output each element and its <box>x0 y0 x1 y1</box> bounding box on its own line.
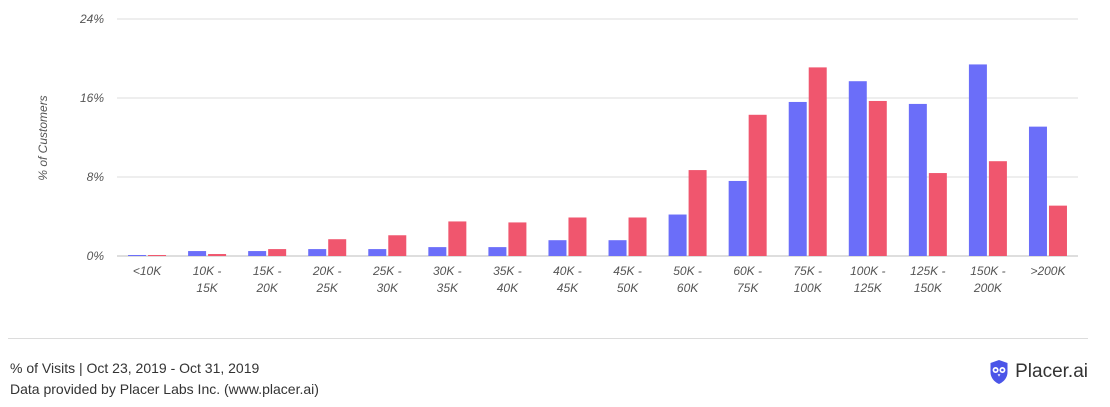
footer-divider <box>8 338 1088 339</box>
bar <box>909 104 927 256</box>
bar <box>989 161 1007 256</box>
x-tick-label: 20K -25K <box>312 264 342 295</box>
y-axis-ticks: 0% 8% 16% 24% <box>79 12 104 263</box>
bar <box>789 102 807 256</box>
bar <box>749 115 767 256</box>
x-tick-label: 60K -75K <box>733 264 762 295</box>
owl-shield-icon <box>989 359 1009 385</box>
x-tick-label: 35K -40K <box>493 264 522 295</box>
bar <box>448 221 466 256</box>
bar <box>128 255 146 256</box>
x-tick-label: 25K -30K <box>372 264 402 295</box>
x-tick-label: >200K <box>1030 264 1066 278</box>
bar <box>188 251 206 256</box>
bar <box>568 217 586 256</box>
x-tick-label: 50K -60K <box>673 264 702 295</box>
bar <box>248 251 266 256</box>
bar <box>929 173 947 256</box>
brand-name: Placer.ai <box>1015 361 1088 383</box>
y-tick-label: 0% <box>87 249 105 263</box>
y-tick-label: 24% <box>79 12 104 26</box>
y-tick-label: 8% <box>87 170 105 184</box>
x-tick-label: 125K -150K <box>910 264 945 295</box>
y-tick-label: 16% <box>80 91 104 105</box>
bar <box>548 240 566 256</box>
bar <box>268 249 286 256</box>
bar <box>208 254 226 256</box>
x-tick-label: 100K -125K <box>850 264 885 295</box>
bars <box>128 64 1067 256</box>
bar <box>869 101 887 256</box>
bar <box>368 249 386 256</box>
x-tick-label: 45K -50K <box>613 264 642 295</box>
footer-date-range: % of Visits | Oct 23, 2019 - Oct 31, 201… <box>10 358 319 379</box>
bar-chart: 0% 8% 16% 24% <10K 10K -15K 15K -20K 20K -25K 2… <box>0 0 1110 330</box>
y-axis-label: % of Customers <box>36 95 50 180</box>
x-tick-label: <10K <box>133 264 162 278</box>
footer-attribution: Data provided by Placer Labs Inc. (www.p… <box>10 379 319 400</box>
x-tick-label: 75K -100K <box>793 264 822 295</box>
bar <box>428 247 446 256</box>
bar <box>629 217 647 256</box>
x-tick-label: 30K -35K <box>433 264 462 295</box>
bar <box>308 249 326 256</box>
bar <box>849 81 867 256</box>
bar <box>689 170 707 256</box>
bar <box>1049 206 1067 256</box>
x-tick-label: 10K -15K <box>193 264 222 295</box>
bar <box>508 222 526 256</box>
bar <box>669 215 687 256</box>
x-tick-label: 40K -45K <box>553 264 582 295</box>
x-axis-ticks: <10K 10K -15K 15K -20K 20K -25K 25K -30K 30K … <box>133 264 1067 295</box>
bar <box>388 235 406 256</box>
bar <box>488 247 506 256</box>
x-tick-label: 150K -200K <box>970 264 1005 295</box>
x-tick-label: 15K -20K <box>253 264 282 295</box>
brand-logo[interactable]: Placer.ai <box>989 359 1088 385</box>
bar <box>729 181 747 256</box>
bar <box>969 64 987 256</box>
bar <box>609 240 627 256</box>
bar <box>1029 127 1047 256</box>
bar <box>148 255 166 256</box>
bar <box>809 67 827 256</box>
bar <box>328 239 346 256</box>
footer: % of Visits | Oct 23, 2019 - Oct 31, 201… <box>10 358 319 400</box>
